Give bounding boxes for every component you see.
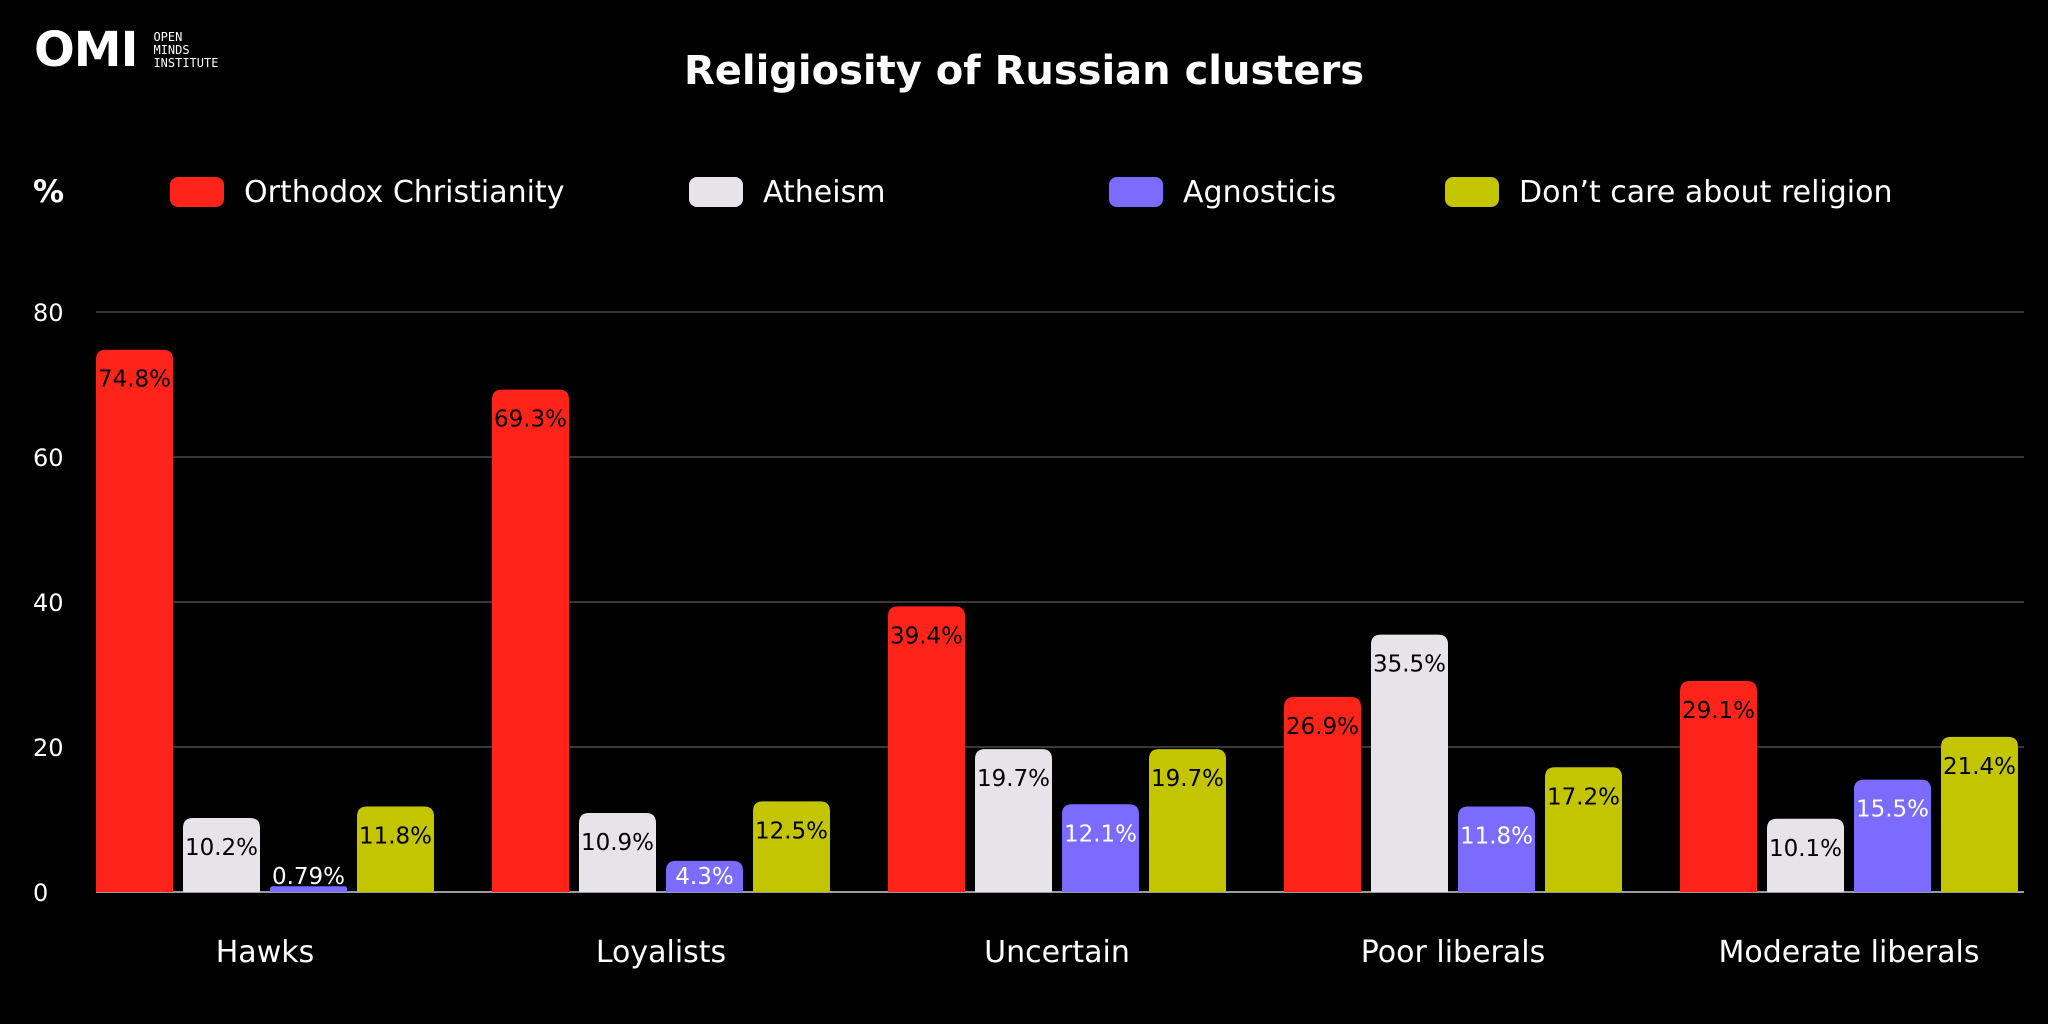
bar-3-0 [357,806,434,892]
bar-0-3 [1284,696,1361,892]
data-label-0-3: 26.9% [1286,714,1359,740]
logo-mark: OMI [34,22,138,78]
data-label-0-2: 39.4% [890,623,963,649]
data-label-3-2: 19.7% [1151,766,1224,792]
bar-1-4 [1767,818,1844,892]
legend-swatch-agnosticism [1109,177,1163,207]
data-label-1-0: 10.2% [185,835,258,861]
bar-1-1 [579,812,656,892]
category-label-0: Hawks [216,935,314,970]
data-label-2-1: 4.3% [675,864,733,890]
legend-item-agnosticism: Agnosticis [1109,174,1336,210]
category-label-4: Moderate liberals [1718,935,1979,970]
category-label-3: Poor liberals [1361,935,1545,970]
data-label-2-4: 15.5% [1856,797,1929,823]
bar-2-1 [666,860,743,892]
category-label-2: Uncertain [984,935,1130,970]
bar-3-3 [1545,767,1622,892]
data-label-0-1: 69.3% [494,407,567,433]
logo-line-1: OPEN [153,29,183,44]
y-axis-unit: % [33,174,65,210]
data-label-1-2: 19.7% [977,766,1050,792]
y-tick-label-60: 60 [33,444,64,472]
legend-swatch-atheism [689,177,743,207]
data-label-3-0: 11.8% [359,823,432,849]
y-tick-label-40: 40 [33,589,64,617]
bar-2-2 [1062,804,1139,892]
logo-line-3: INSTITUTE [153,55,219,70]
data-label-3-1: 12.5% [755,818,828,844]
data-label-1-3: 35.5% [1373,652,1446,678]
bar-2-0 [270,886,347,892]
bar-3-4 [1941,736,2018,892]
data-label-1-1: 10.9% [581,830,654,856]
data-label-0-0: 74.8% [98,367,171,393]
bar-3-2 [1149,749,1226,892]
logo: OMI OPEN MINDS INSTITUTE [34,26,218,74]
legend-label-atheism: Atheism [763,174,886,210]
y-tick-label-0: 0 [33,879,48,907]
bar-1-3 [1371,634,1448,892]
logo-line-2: MINDS [153,42,190,57]
legend-label-orthodox: Orthodox Christianity [244,174,565,210]
y-tick-label-80: 80 [33,299,64,327]
logo-text: OPEN MINDS INSTITUTE [153,29,219,70]
bar-2-4 [1854,779,1931,892]
legend-label-dont-care: Don’t care about religion [1519,174,1893,210]
legend-swatch-dont-care [1445,177,1499,207]
bar-2-3 [1458,806,1535,892]
data-label-3-3: 17.2% [1547,784,1620,810]
y-tick-label-20: 20 [33,734,64,762]
bar-0-4 [1680,681,1757,892]
bar-3-1 [753,801,830,892]
data-label-0-4: 29.1% [1682,698,1755,724]
category-label-1: Loyalists [596,935,726,970]
data-label-2-0: 0.79% [272,864,345,890]
data-label-2-2: 12.1% [1064,821,1137,847]
bar-0-1 [492,389,569,892]
chart-title: Religiosity of Russian clusters [683,48,1365,94]
legend-swatch-orthodox [170,177,224,207]
legend-item-orthodox: Orthodox Christianity [170,174,564,210]
data-label-3-4: 21.4% [1943,754,2016,780]
legend-item-atheism: Atheism [689,174,885,210]
bar-0-2 [888,606,965,892]
bar-1-0 [183,818,260,892]
bar-0-0 [96,349,173,892]
legend-item-dont-care: Don’t care about religion [1445,174,1893,210]
bar-1-2 [975,749,1052,892]
data-label-1-4: 10.1% [1769,836,1842,862]
data-label-2-3: 11.8% [1460,823,1533,849]
legend-label-agnosticism: Agnosticis [1183,174,1337,210]
